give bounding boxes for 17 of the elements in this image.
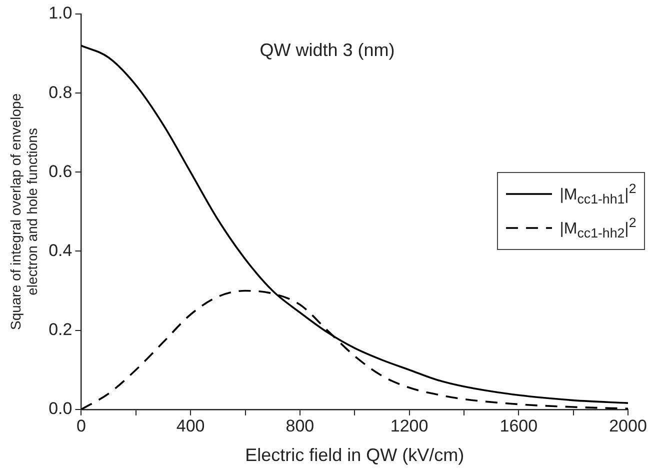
x-tick-label: 0 <box>76 416 86 436</box>
y-tick-label: 0.0 <box>48 399 72 418</box>
y-tick-label: 0.6 <box>48 162 72 181</box>
x-tick-label: 400 <box>176 416 205 436</box>
legend-label: |M$_{cc1-hh2}$|$^{2}$ <box>560 215 636 241</box>
y-tick-label: 0.4 <box>48 240 72 260</box>
x-tick-label: 1200 <box>390 416 428 436</box>
annotation: QW width 3 (nm) <box>260 40 395 60</box>
y-tick-label: 1.0 <box>48 4 72 23</box>
x-tick-label: 1600 <box>500 416 538 436</box>
x-tick-label: 800 <box>286 416 314 436</box>
y-tick-label: 0.8 <box>48 82 72 102</box>
y-axis-title: Square of integral overlap of envelope electron and hole functions <box>7 93 40 330</box>
legend-label: |M$_{cc1-hh1}$|$^{2}$ <box>560 181 636 207</box>
x-tick-label: 2000 <box>609 416 647 436</box>
x-axis-title: Electric field in QW (kV/cm) <box>245 445 464 466</box>
y-tick-label: 0.2 <box>48 320 72 340</box>
